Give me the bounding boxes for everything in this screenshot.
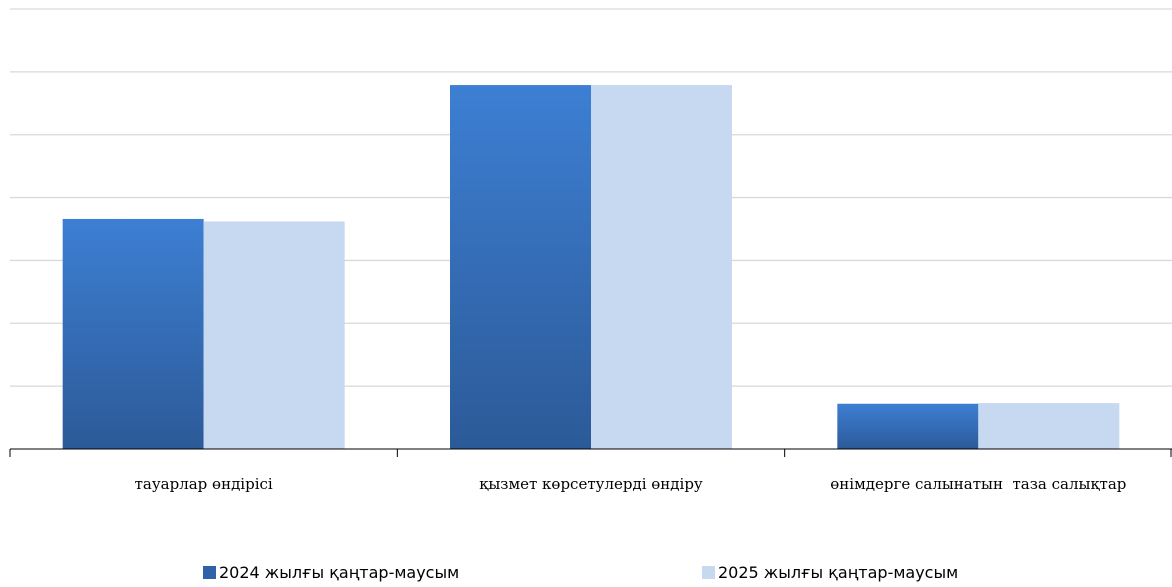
category-label-0: тауарлар өндірісі — [135, 475, 273, 493]
bar-s0-c1 — [450, 85, 591, 450]
bar-s0-c0 — [62, 218, 204, 449]
legend-swatch-0 — [203, 566, 216, 579]
category-label-2: өнімдерге салынатын таза салықтар — [830, 475, 1126, 493]
legend: 2024 жылғы қаңтар-маусым 2025 жылғы қаңта… — [203, 563, 958, 582]
category-labels: тауарлар өндірісі қызмет көрсетулерді өнд… — [135, 475, 1127, 493]
legend-label-1: 2025 жылғы қаңтар-маусым — [718, 563, 958, 582]
bars — [62, 85, 1120, 450]
bar-s1-c2 — [978, 403, 1120, 449]
legend-swatch-1 — [702, 566, 715, 579]
legend-item-0: 2024 жылғы қаңтар-маусым — [203, 563, 459, 582]
bar-s0-c2 — [837, 403, 979, 449]
bar-s1-c1 — [591, 85, 732, 450]
legend-item-1: 2025 жылғы қаңтар-маусым — [702, 563, 958, 582]
x-axis — [9, 448, 1172, 457]
category-label-1: қызмет көрсетулерді өндіру — [479, 475, 703, 493]
legend-label-0: 2024 жылғы қаңтар-маусым — [219, 563, 459, 582]
bar-s1-c0 — [203, 221, 345, 449]
